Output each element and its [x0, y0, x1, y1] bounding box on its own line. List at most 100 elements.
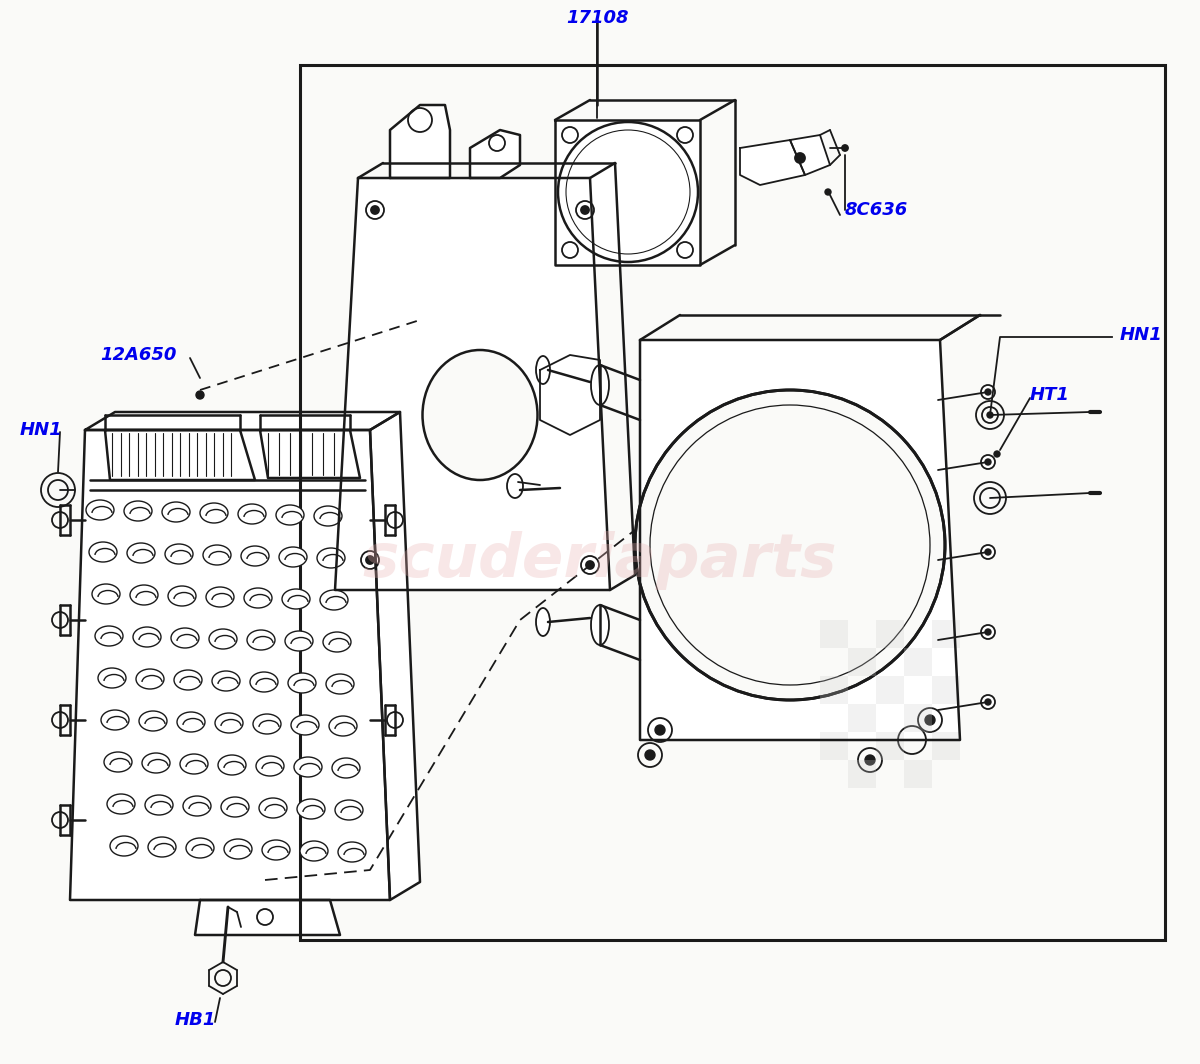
- Ellipse shape: [215, 713, 242, 733]
- Ellipse shape: [107, 794, 134, 814]
- Circle shape: [982, 695, 995, 709]
- Ellipse shape: [145, 795, 173, 815]
- Ellipse shape: [294, 757, 322, 777]
- Ellipse shape: [335, 800, 364, 820]
- Ellipse shape: [221, 797, 250, 817]
- Ellipse shape: [186, 838, 214, 858]
- Ellipse shape: [326, 674, 354, 694]
- Ellipse shape: [148, 837, 176, 857]
- Circle shape: [655, 725, 665, 735]
- Text: 17108: 17108: [565, 9, 629, 27]
- Bar: [932, 732, 960, 760]
- Ellipse shape: [241, 546, 269, 566]
- Polygon shape: [335, 178, 610, 591]
- Circle shape: [982, 455, 995, 469]
- Ellipse shape: [286, 631, 313, 651]
- Ellipse shape: [422, 350, 538, 480]
- Bar: [848, 704, 876, 732]
- Ellipse shape: [136, 669, 164, 689]
- Bar: [848, 648, 876, 676]
- Circle shape: [982, 545, 995, 559]
- Ellipse shape: [133, 627, 161, 647]
- Text: HN1: HN1: [1120, 326, 1163, 344]
- Ellipse shape: [256, 757, 284, 776]
- Bar: [932, 620, 960, 648]
- Ellipse shape: [162, 502, 190, 522]
- Circle shape: [994, 451, 1000, 458]
- Ellipse shape: [104, 752, 132, 772]
- Circle shape: [865, 755, 875, 765]
- Circle shape: [985, 549, 991, 555]
- Ellipse shape: [110, 836, 138, 857]
- Polygon shape: [740, 140, 805, 185]
- Ellipse shape: [172, 628, 199, 648]
- Ellipse shape: [101, 710, 130, 730]
- Ellipse shape: [508, 473, 523, 498]
- Ellipse shape: [168, 586, 196, 606]
- Circle shape: [986, 412, 994, 418]
- Polygon shape: [640, 340, 960, 739]
- Polygon shape: [790, 135, 830, 174]
- Ellipse shape: [323, 632, 352, 652]
- Circle shape: [982, 385, 995, 399]
- Polygon shape: [85, 412, 400, 430]
- Ellipse shape: [536, 356, 550, 384]
- Ellipse shape: [288, 674, 316, 693]
- Ellipse shape: [592, 605, 610, 645]
- Circle shape: [371, 206, 379, 214]
- Ellipse shape: [329, 716, 358, 736]
- Polygon shape: [70, 430, 390, 900]
- Polygon shape: [540, 355, 600, 435]
- Polygon shape: [470, 130, 520, 178]
- Bar: [820, 676, 848, 704]
- Ellipse shape: [253, 714, 281, 734]
- Ellipse shape: [166, 544, 193, 564]
- Circle shape: [366, 556, 374, 564]
- Circle shape: [842, 145, 848, 151]
- Ellipse shape: [203, 545, 230, 565]
- Circle shape: [985, 699, 991, 705]
- Ellipse shape: [218, 755, 246, 775]
- Ellipse shape: [250, 672, 278, 692]
- Ellipse shape: [124, 501, 152, 521]
- Circle shape: [985, 389, 991, 395]
- Bar: [904, 648, 932, 676]
- Ellipse shape: [224, 839, 252, 859]
- Bar: [932, 676, 960, 704]
- Ellipse shape: [139, 711, 167, 731]
- Ellipse shape: [536, 608, 550, 636]
- Circle shape: [985, 629, 991, 635]
- Circle shape: [796, 153, 805, 163]
- Ellipse shape: [317, 548, 346, 568]
- Ellipse shape: [292, 715, 319, 735]
- Text: 12A650: 12A650: [100, 346, 176, 364]
- Ellipse shape: [180, 754, 208, 774]
- Ellipse shape: [276, 505, 304, 525]
- Bar: [820, 732, 848, 760]
- Ellipse shape: [332, 758, 360, 778]
- Ellipse shape: [278, 547, 307, 567]
- Circle shape: [646, 750, 655, 760]
- Text: 8C636: 8C636: [845, 201, 908, 219]
- Bar: [300, 65, 1165, 940]
- Ellipse shape: [300, 841, 328, 861]
- Bar: [904, 760, 932, 788]
- Ellipse shape: [282, 589, 310, 609]
- Polygon shape: [194, 900, 340, 935]
- Ellipse shape: [320, 591, 348, 610]
- Circle shape: [586, 561, 594, 569]
- Circle shape: [196, 390, 204, 399]
- Polygon shape: [390, 105, 450, 178]
- Ellipse shape: [92, 584, 120, 604]
- Ellipse shape: [247, 630, 275, 650]
- Ellipse shape: [259, 798, 287, 818]
- Bar: [848, 760, 876, 788]
- Circle shape: [925, 715, 935, 725]
- Ellipse shape: [182, 796, 211, 816]
- Ellipse shape: [98, 668, 126, 688]
- Ellipse shape: [86, 500, 114, 520]
- Ellipse shape: [209, 629, 238, 649]
- Polygon shape: [260, 430, 360, 478]
- Ellipse shape: [200, 503, 228, 523]
- Ellipse shape: [127, 543, 155, 563]
